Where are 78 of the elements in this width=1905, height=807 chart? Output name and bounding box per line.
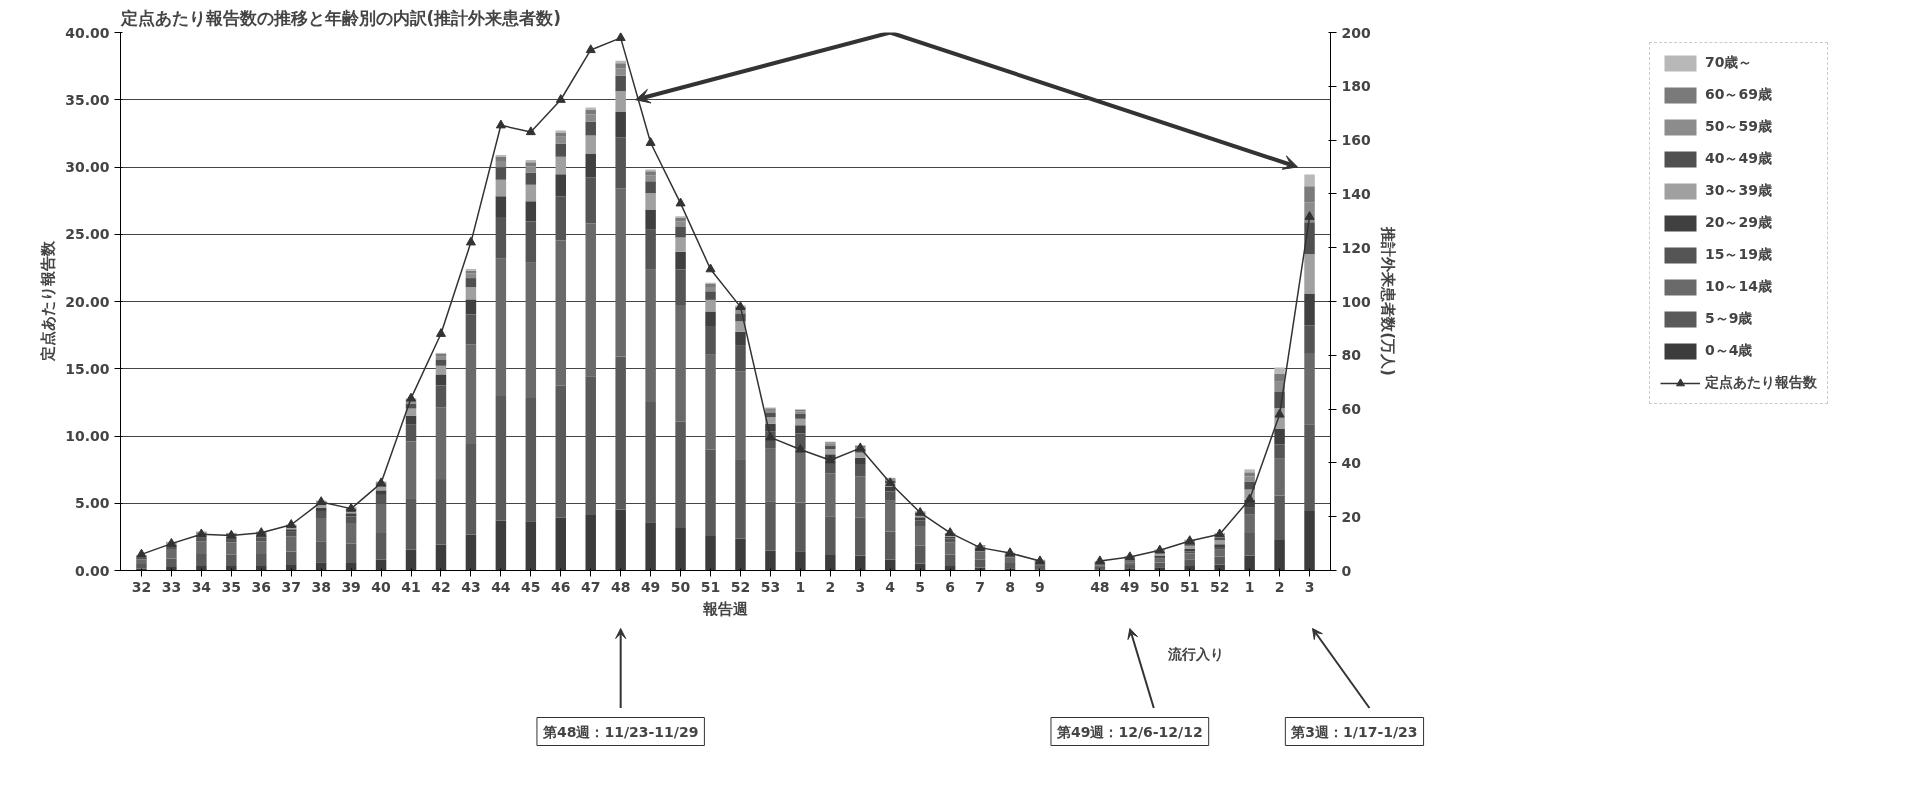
- y2-tick-label: 60: [1341, 401, 1362, 418]
- y2-tick-label: 80: [1341, 347, 1362, 364]
- x-tick-label: 51: [700, 578, 721, 595]
- legend-label: 15～19歳: [1705, 246, 1772, 264]
- text: 流行入り: [1166, 645, 1224, 662]
- x-tick-label: 2: [825, 578, 836, 595]
- y-tick-label: 25.00: [65, 226, 110, 243]
- legend-label: 0～4歳: [1705, 342, 1753, 360]
- legend-label: 50～59歳: [1705, 118, 1772, 136]
- x-tick-label: 39: [341, 578, 361, 595]
- text: 第3週：1/17-1/23: [1290, 723, 1418, 740]
- x-tick-label: 40: [371, 578, 392, 595]
- x-tick-label: 51: [1179, 578, 1200, 595]
- y-tick-label: 15.00: [65, 360, 110, 377]
- chart-title: 定点あたり報告数の推移と年齢別の内訳(推計外来患者数): [119, 7, 562, 28]
- x-tick-label: 2: [1274, 578, 1285, 595]
- legend-label: 5～9歳: [1705, 310, 1753, 328]
- x-tick-label: 37: [281, 578, 301, 595]
- y-tick-label: 0.00: [74, 562, 110, 579]
- x-tick-label: 49: [1120, 578, 1140, 595]
- y2-tick-label: 200: [1341, 24, 1371, 41]
- y-axis-title: 定点あたり報告数: [39, 240, 58, 363]
- x-tick-label: 49: [640, 578, 661, 595]
- legend-label: 10～14歳: [1705, 278, 1772, 296]
- y2-tick-label: 100: [1341, 293, 1371, 310]
- y2-tick-label: 0: [1341, 562, 1352, 579]
- x-tick-label: 52: [1209, 578, 1230, 595]
- x-tick-label: 44: [491, 578, 511, 595]
- legend-label: 60～69歳: [1705, 86, 1772, 104]
- x-tick-label: 35: [221, 578, 242, 595]
- x-tick-label: 50: [1150, 578, 1170, 595]
- x-tick-label: 43: [461, 578, 481, 595]
- x-tick-label: 50: [670, 578, 691, 595]
- x-tick-label: 9: [1035, 578, 1045, 595]
- x-tick-label: 46: [551, 578, 571, 595]
- x-tick-label: 7: [975, 578, 985, 595]
- x-tick-label: 42: [431, 578, 451, 595]
- x-tick-label: 52: [730, 578, 751, 595]
- y2-tick-label: 120: [1341, 239, 1371, 256]
- x-tick-label: 41: [401, 578, 421, 595]
- y-tick-label: 20.00: [65, 293, 110, 310]
- y-tick-label: 40.00: [65, 24, 110, 41]
- x-tick-label: 38: [311, 578, 331, 595]
- x-tick-label: 1: [795, 578, 806, 595]
- y-tick-label: 35.00: [65, 91, 110, 108]
- x-tick-label: 33: [161, 578, 182, 595]
- x-tick-label: 8: [1005, 578, 1015, 595]
- y-tick-label: 10.00: [65, 428, 110, 444]
- legend-label: 20～29歳: [1705, 214, 1772, 232]
- x-tick-label: 5: [915, 578, 926, 595]
- x-tick-label: 32: [131, 578, 152, 595]
- x-tick-label: 1: [1244, 578, 1255, 595]
- text: 第49週：12/6-12/12: [1055, 723, 1203, 740]
- y2-tick-label: 180: [1341, 78, 1371, 95]
- x-tick-label: 53: [760, 578, 781, 595]
- y2-tick-label: 20: [1341, 508, 1362, 525]
- legend-label: 70歳～: [1705, 54, 1753, 72]
- y-tick-label: 30.00: [65, 159, 110, 175]
- legend-label: 定点あたり報告数: [1705, 374, 1817, 392]
- x-axis-title: 報告週: [702, 599, 749, 618]
- y2-axis-title: 推計外来患者数(万人): [1378, 226, 1397, 376]
- x-tick-label: 48: [610, 578, 631, 595]
- legend-label: 40～49歳: [1705, 150, 1772, 168]
- y2-tick-label: 160: [1341, 132, 1371, 149]
- x-tick-label: 4: [885, 578, 896, 595]
- x-tick-label: 3: [855, 578, 866, 595]
- x-tick-label: 45: [521, 578, 541, 595]
- x-tick-label: 47: [580, 578, 601, 595]
- x-tick-label: 48: [1090, 578, 1110, 595]
- text: 第48週：11/23-11/29: [541, 723, 699, 740]
- x-tick-label: 3: [1304, 578, 1315, 595]
- legend-label: 30～39歳: [1705, 182, 1772, 200]
- x-tick-label: 36: [251, 578, 272, 595]
- y2-tick-label: 40: [1341, 454, 1362, 471]
- y2-tick-label: 140: [1341, 185, 1371, 202]
- x-tick-label: 34: [191, 578, 212, 595]
- y-tick-label: 5.00: [74, 495, 110, 512]
- x-tick-label: 6: [945, 578, 956, 595]
